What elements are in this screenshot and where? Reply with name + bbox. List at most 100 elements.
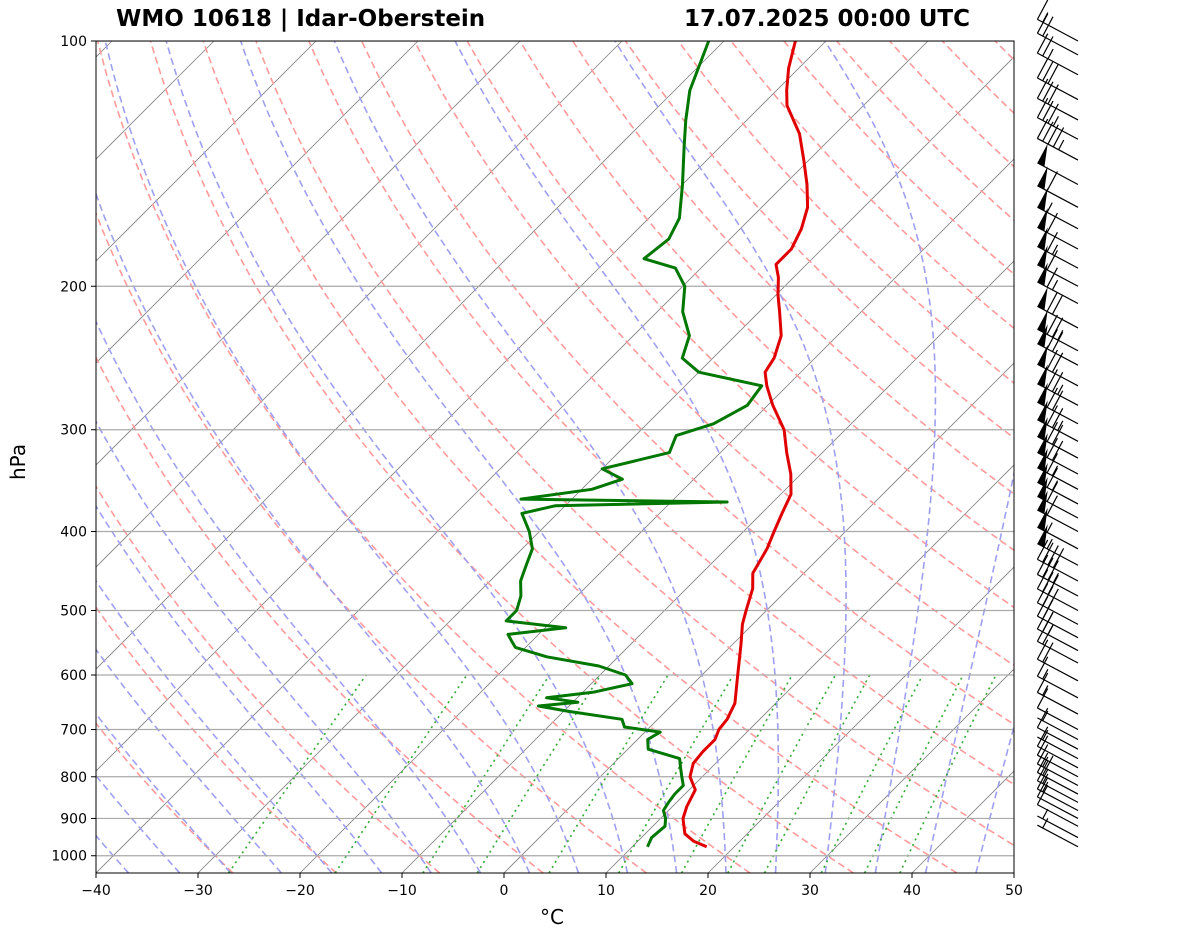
isotherm-line bbox=[96, 41, 725, 670]
wind-barb bbox=[1036, 777, 1079, 819]
barb-pennant bbox=[1037, 462, 1048, 487]
barb-flag bbox=[1036, 735, 1049, 756]
wind-barb bbox=[1036, 726, 1079, 769]
barb-shaft bbox=[1037, 788, 1079, 812]
barb-pennant bbox=[1037, 432, 1048, 457]
barb-shaft bbox=[1037, 588, 1079, 612]
barb-shaft bbox=[1037, 18, 1079, 42]
barb-shaft bbox=[1037, 615, 1079, 639]
dry-adiabat-line bbox=[149, 41, 854, 873]
barb-flag bbox=[1051, 317, 1064, 338]
zero-isotherm-line bbox=[504, 41, 1181, 873]
moist-adiabat-line bbox=[96, 712, 232, 873]
barb-flag bbox=[1051, 294, 1064, 315]
wind-barb bbox=[1036, 539, 1079, 582]
chart-title-left: WMO 10618 | Idar-Oberstein bbox=[116, 6, 486, 32]
barb-flag bbox=[1051, 390, 1064, 411]
barb-flag bbox=[1046, 405, 1058, 426]
barb-half-flag bbox=[1046, 522, 1053, 533]
barb-half-flag bbox=[1052, 572, 1059, 584]
wind-barb bbox=[1037, 166, 1079, 208]
barb-flag bbox=[1036, 554, 1049, 575]
x-tick-label: 10 bbox=[597, 883, 615, 899]
barb-pennant bbox=[1037, 417, 1048, 441]
barb-shaft bbox=[1037, 573, 1079, 597]
barb-half-flag bbox=[1042, 818, 1049, 829]
wind-barb bbox=[1037, 382, 1079, 425]
barb-flag bbox=[1036, 752, 1049, 773]
wind-barb bbox=[1037, 448, 1079, 490]
y-tick-label: 400 bbox=[60, 525, 87, 541]
wind-barb bbox=[1036, 744, 1079, 787]
dewpoint-line bbox=[504, 41, 764, 848]
moist-adiabat-line bbox=[165, 41, 629, 873]
wind-barb bbox=[1036, 752, 1079, 795]
wind-barb bbox=[1036, 621, 1079, 664]
dry-adiabat-line bbox=[360, 41, 1014, 726]
barb-flag bbox=[1042, 642, 1054, 663]
barb-shaft bbox=[1037, 736, 1079, 760]
dry-adiabat-line bbox=[677, 41, 1014, 384]
barb-shaft bbox=[1037, 763, 1079, 787]
barb-flag bbox=[1046, 314, 1058, 335]
moist-adiabat-line bbox=[96, 419, 432, 873]
barb-flag bbox=[1042, 100, 1054, 121]
moist-adiabat-line bbox=[96, 834, 130, 873]
wind-barb bbox=[1036, 769, 1079, 812]
moist-adiabat-line bbox=[96, 579, 333, 873]
moist-adiabat-line bbox=[614, 41, 847, 873]
barb-pennant bbox=[1037, 309, 1048, 333]
mixing-ratio-line bbox=[476, 674, 602, 873]
wind-barb bbox=[1036, 58, 1079, 101]
mixing-ratio-line bbox=[618, 674, 735, 873]
mixing-ratio-line bbox=[422, 674, 551, 873]
barb-flag bbox=[1036, 777, 1049, 798]
barb-shaft bbox=[1037, 77, 1079, 101]
barb-flag bbox=[1036, 656, 1049, 677]
barb-flag bbox=[1046, 329, 1058, 350]
moist-adiabat-line bbox=[824, 41, 937, 873]
wind-barb bbox=[1037, 462, 1079, 505]
y-tick-label: 800 bbox=[60, 770, 87, 786]
barb-flag bbox=[1036, 707, 1049, 728]
barb-flag bbox=[1036, 639, 1049, 660]
wind-barb bbox=[1036, 569, 1079, 612]
barb-flag bbox=[1046, 291, 1058, 312]
barb-flag bbox=[1052, 548, 1065, 569]
wind-barb bbox=[1037, 309, 1079, 352]
y-tick-label: 200 bbox=[60, 279, 87, 295]
moist-adiabat-line bbox=[333, 41, 727, 873]
background-lines bbox=[96, 41, 1181, 873]
isotherm-line bbox=[96, 41, 317, 262]
barb-flag bbox=[1046, 387, 1058, 408]
barb-pennant bbox=[1037, 524, 1048, 548]
barb-pennant bbox=[1037, 476, 1048, 501]
barb-half-flag bbox=[1042, 685, 1049, 696]
dry-adiabat-line bbox=[624, 41, 1014, 440]
wind-barbs bbox=[1036, 0, 1079, 848]
wind-barb bbox=[1036, 735, 1079, 778]
wind-barb bbox=[1036, 688, 1079, 731]
barb-half-flag bbox=[1042, 669, 1049, 680]
barb-half-flag bbox=[1051, 465, 1059, 476]
dry-adiabat-line bbox=[308, 41, 1014, 786]
barb-flag bbox=[1042, 16, 1054, 37]
barb-half-flag bbox=[1042, 756, 1049, 768]
wind-barb bbox=[1036, 656, 1079, 699]
wind-barb bbox=[1036, 761, 1079, 803]
x-tick-label: 0 bbox=[500, 883, 509, 899]
barb-flag bbox=[1036, 0, 1049, 20]
barb-half-flag bbox=[1046, 538, 1053, 550]
barb-pennant bbox=[1037, 490, 1048, 514]
mixing-ratio-line bbox=[680, 674, 793, 873]
dry-adiabat-line bbox=[96, 355, 544, 873]
y-tick-label: 900 bbox=[60, 811, 87, 827]
wind-barb bbox=[1037, 364, 1079, 406]
barb-half-flag bbox=[1058, 139, 1065, 151]
dry-adiabat-line bbox=[941, 41, 1014, 115]
barb-flag bbox=[1042, 542, 1054, 563]
barb-shaft bbox=[1037, 707, 1079, 731]
barb-flag bbox=[1047, 588, 1059, 609]
barb-shaft bbox=[1037, 185, 1079, 208]
